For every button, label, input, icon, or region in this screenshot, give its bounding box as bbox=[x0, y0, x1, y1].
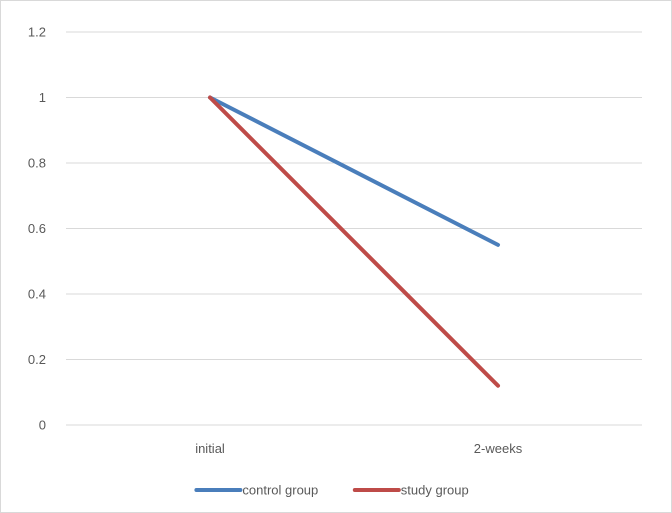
y-tick-label: 0.4 bbox=[28, 287, 46, 302]
series-lines bbox=[208, 95, 500, 388]
legend: control group study group bbox=[194, 483, 469, 498]
y-tick-label: 0.6 bbox=[28, 221, 46, 236]
series-line-control-group bbox=[208, 95, 500, 247]
gridlines bbox=[66, 31, 642, 426]
series-line-study-group bbox=[208, 95, 500, 388]
y-tick-label: 1 bbox=[39, 90, 46, 105]
y-tick-label: 0.2 bbox=[28, 352, 46, 367]
y-tick-label: 0 bbox=[39, 418, 46, 433]
y-tick-label: 1.2 bbox=[28, 25, 46, 40]
y-axis-tick-labels: 0 0.2 0.4 0.6 0.8 1 1.2 bbox=[28, 25, 46, 433]
legend-label: control group bbox=[242, 483, 318, 498]
legend-label: study group bbox=[401, 483, 469, 498]
y-tick-label: 0.8 bbox=[28, 156, 46, 171]
x-axis-tick-labels: initial 2-weeks bbox=[195, 441, 523, 456]
x-tick-label: initial bbox=[195, 441, 225, 456]
x-tick-label: 2-weeks bbox=[474, 441, 523, 456]
